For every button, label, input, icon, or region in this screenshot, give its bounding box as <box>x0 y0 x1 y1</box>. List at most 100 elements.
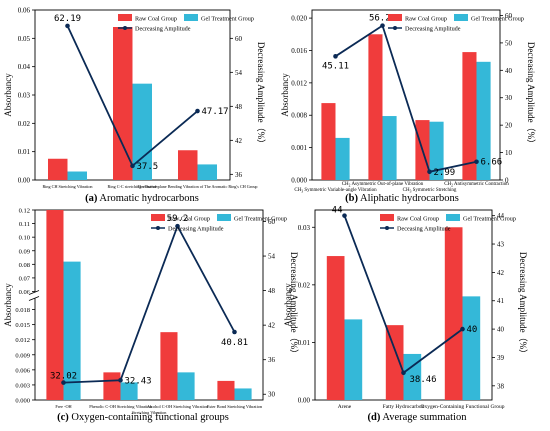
y2-tick-label: 36 <box>235 171 243 179</box>
y-tick-label: 0.012 <box>15 337 30 344</box>
legend-label-gel: Gel Treatment Group <box>234 216 287 223</box>
amplitude-point <box>460 326 465 332</box>
bar-raw-coal <box>113 27 133 180</box>
amplitude-point <box>232 329 237 335</box>
y2-tick-label: 40 <box>497 326 505 334</box>
amplitude-data-label: 32.43 <box>125 376 152 386</box>
x-category-label: Alcohol C-OH Stretching Vibration <box>147 404 209 409</box>
amplitude-data-label: 45.11 <box>322 61 349 71</box>
amplitude-data-label: 32.02 <box>50 372 77 382</box>
y-tick-label: 0.09 <box>19 248 30 255</box>
amplitude-point <box>175 223 180 229</box>
y-tick-label: 0.00 <box>298 397 311 405</box>
y2-tick-label: 30 <box>268 391 276 399</box>
y2-tick-label: 42 <box>497 269 505 277</box>
legend-label-gel: Gel Treatment Group <box>471 16 524 23</box>
y2-tick-label: 50 <box>505 39 513 47</box>
y-tick-label: 0.05 <box>18 35 31 43</box>
bar-raw-coal <box>326 256 345 400</box>
x-category-label: Ring C-C stretching vibration <box>108 184 159 189</box>
legend-label-gel: Gel Treatment Group <box>201 16 254 23</box>
amplitude-point <box>61 380 66 385</box>
bar-gel-treatment <box>63 261 81 400</box>
amplitude-point <box>401 370 406 376</box>
bar-raw-coal <box>462 52 477 180</box>
caption-d: (d) Average summation <box>367 412 467 423</box>
y-tick-label: 0.00 <box>18 177 31 185</box>
amplitude-data-label: 2.99 <box>434 168 456 178</box>
legend-swatch-gel <box>184 14 198 21</box>
y2-tick-label: 60 <box>235 35 243 43</box>
y2-axis-label: Decreasing Amplitude（%） <box>256 42 266 148</box>
y-tick-label: 0.04 <box>18 63 31 71</box>
x-category-label: Oxygen-Containing Functional Group <box>420 404 504 410</box>
legend-marker-amplitude <box>393 26 397 30</box>
y-tick-label: 0.003 <box>15 382 30 389</box>
y-axis-label: Absorbancy <box>280 73 290 117</box>
caption-a: (a) Aromatic hydrocarbons <box>85 193 199 204</box>
amplitude-line <box>335 24 477 173</box>
x-category-label: Arene <box>338 404 352 410</box>
y-tick-label: 0.02 <box>18 120 31 128</box>
y2-tick-label: 36 <box>268 356 276 364</box>
y2-tick-label: 60 <box>505 12 513 20</box>
bar-gel-treatment <box>234 388 252 400</box>
legend-label-amplitude: Decreasing Amplitude <box>405 26 461 33</box>
amplitude-point <box>333 54 338 59</box>
y2-tick-label: 44 <box>497 212 505 220</box>
y-tick-label: 0.012 <box>291 79 307 87</box>
y2-tick-label: 30 <box>505 94 513 102</box>
y2-tick-label: 48 <box>268 287 276 295</box>
bar-gel-treatment <box>476 61 491 180</box>
amplitude-point <box>474 159 479 165</box>
y2-axis-label: Decreasing Amplitude（%） <box>526 42 536 148</box>
axis-break-mark <box>28 296 40 301</box>
y2-tick-label: 0 <box>505 177 509 185</box>
bar-gel-treatment <box>197 164 217 180</box>
legend-label-gel: Gel Treatment Group <box>463 216 516 223</box>
bar-gel-treatment <box>462 296 481 400</box>
y-axis-label: Absorbancy <box>3 73 13 117</box>
legend-swatch-raw <box>151 214 165 221</box>
amplitude-data-label: 38.46 <box>410 375 437 385</box>
y-tick-label: 0.016 <box>291 47 307 55</box>
y-axis-label: Absorbancy <box>283 283 293 327</box>
legend-label-raw: Raw Coal Group <box>135 16 177 23</box>
bar-gel-treatment <box>67 171 87 180</box>
amplitude-data-label: 59.2 <box>167 214 189 224</box>
amplitude-point <box>118 377 123 383</box>
bar-gel-treatment <box>120 382 138 400</box>
x-category-label-wrap: Stretching Vibration <box>132 410 168 415</box>
y2-tick-label: 42 <box>268 322 276 330</box>
y-tick-label: 0.000 <box>291 177 307 185</box>
plot-frame <box>311 9 501 181</box>
y2-axis-label: Decreasing Amplitude（%） <box>289 252 299 358</box>
legend-swatch-gel <box>217 214 231 221</box>
y-tick-label: 0.009 <box>15 352 30 359</box>
amplitude-point <box>380 23 385 28</box>
legend-swatch-raw <box>380 214 394 221</box>
bar-raw-coal <box>321 103 336 180</box>
y-tick-label: 0.11 <box>19 221 30 228</box>
bar-raw-coal <box>178 150 198 180</box>
amplitude-point <box>342 213 347 218</box>
y-tick-label: 0.000 <box>15 398 30 405</box>
bar-raw-coal <box>103 372 121 400</box>
bar-raw-coal <box>217 380 235 400</box>
bar-gel-treatment <box>382 116 397 180</box>
y2-tick-label: 54 <box>235 69 243 77</box>
y-tick-label: 0.020 <box>291 15 307 23</box>
legend-swatch-gel <box>446 214 460 221</box>
y-tick-label: 0.03 <box>18 92 31 100</box>
y2-tick-label: 48 <box>235 103 243 111</box>
y-tick-label: 0.001 <box>291 144 307 152</box>
amplitude-point <box>65 23 70 29</box>
bar-raw-coal <box>385 325 404 400</box>
bar-raw-coal <box>444 227 463 400</box>
y-axis-label: Absorbancy <box>3 283 13 327</box>
amplitude-data-label: 62.19 <box>54 14 81 24</box>
bar-gel-treatment <box>335 137 350 180</box>
y-tick-label: 0.018 <box>15 307 30 314</box>
legend-swatch-raw <box>118 14 132 21</box>
legend-marker-amplitude <box>385 226 389 230</box>
